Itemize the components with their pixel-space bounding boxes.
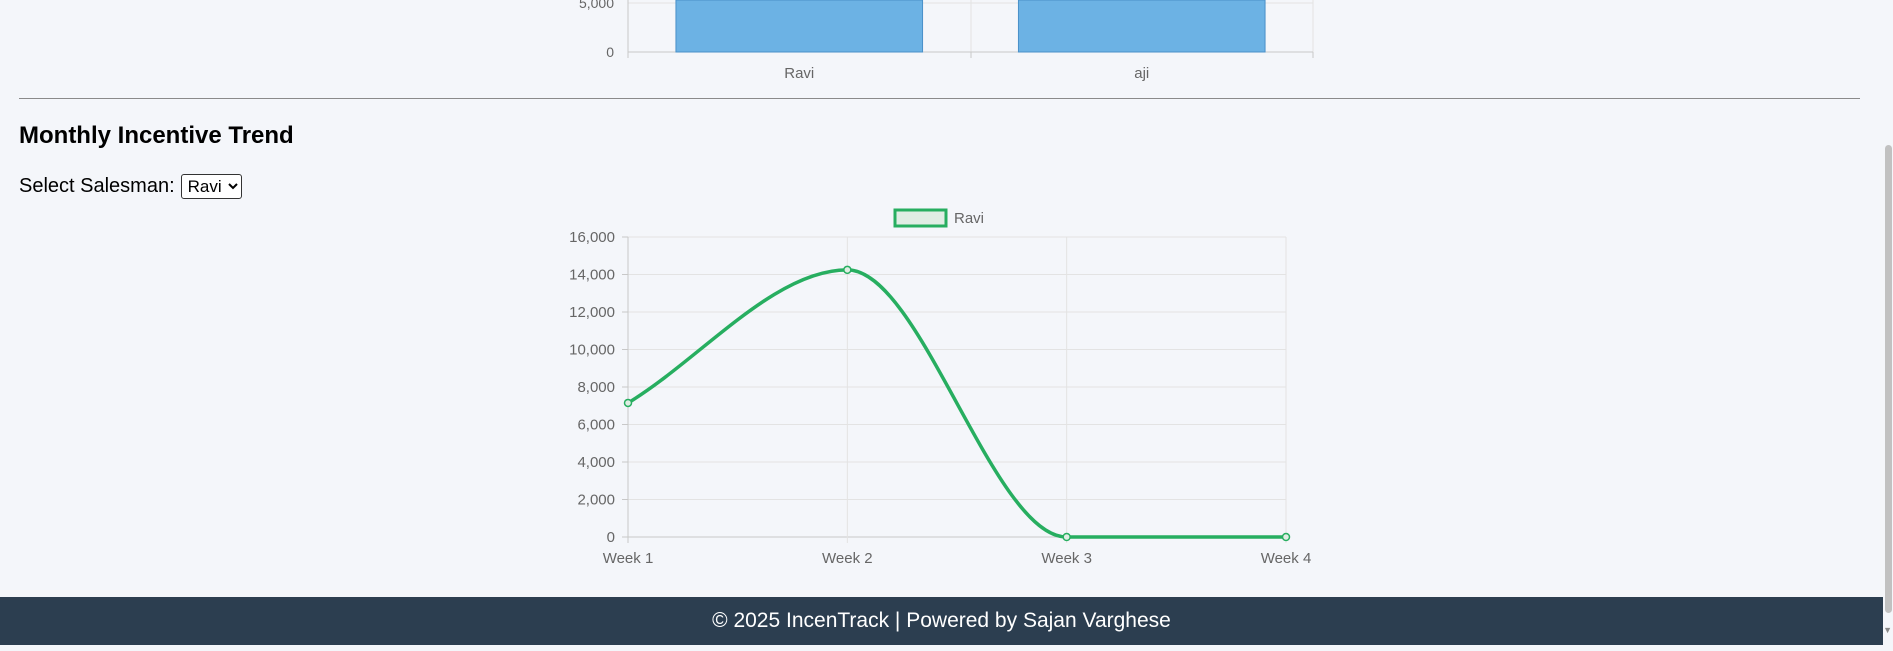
chart-legend: Ravi bbox=[893, 208, 984, 228]
x-tick-label: Week 1 bbox=[603, 550, 654, 567]
scrollbar-thumb[interactable] bbox=[1885, 145, 1892, 613]
data-point bbox=[1281, 532, 1291, 542]
select-salesman-label: Select Salesman: bbox=[19, 175, 175, 197]
data-point bbox=[843, 265, 852, 275]
x-tick-label: Week 4 bbox=[1261, 550, 1312, 567]
y-tick-label: 2,000 bbox=[577, 492, 615, 509]
x-tick-label: aji bbox=[1134, 65, 1149, 82]
y-tick-label: 12,000 bbox=[569, 304, 615, 321]
series-line-ravi bbox=[627, 268, 1286, 539]
bar-aji bbox=[1017, 0, 1266, 53]
x-tick-label: Ravi bbox=[784, 65, 814, 82]
section-divider bbox=[19, 98, 1860, 99]
section-title: Monthly Incentive Trend bbox=[19, 122, 294, 149]
salesman-select[interactable]: Ravi bbox=[180, 173, 242, 199]
y-tick-label: 10,000 bbox=[569, 342, 615, 359]
x-tick-label: Week 2 bbox=[822, 550, 873, 567]
y-tick-label: 8,000 bbox=[577, 379, 615, 396]
page-scrollbar[interactable]: ▼ bbox=[1883, 0, 1893, 651]
y-tick-label: 5,000 bbox=[579, 0, 614, 11]
data-point bbox=[623, 398, 633, 408]
y-tick-label: 6,000 bbox=[577, 417, 615, 434]
salesman-bar-chart: 5,000 0 Ravi aji bbox=[579, 0, 1314, 82]
salesman-selector-row: Select Salesman: Ravi bbox=[19, 173, 242, 199]
footer: © 2025 IncenTrack | Powered by Sajan Var… bbox=[0, 597, 1883, 645]
y-tick-label: 14,000 bbox=[569, 267, 615, 284]
bar-ravi bbox=[675, 0, 924, 53]
x-tick-label: Week 3 bbox=[1041, 550, 1092, 567]
y-tick-label: 0 bbox=[607, 529, 615, 546]
legend-swatch bbox=[893, 208, 948, 228]
y-tick-label: 16,000 bbox=[569, 229, 615, 246]
data-point bbox=[1062, 532, 1071, 542]
y-tick-label: 0 bbox=[606, 44, 614, 60]
scroll-down-arrow-icon[interactable]: ▼ bbox=[1883, 625, 1892, 635]
legend-label: Ravi bbox=[954, 210, 984, 227]
monthly-incentive-line-chart: 0 2,000 4,000 6,000 8,000 10,000 12,000 14,000 1… bbox=[569, 208, 1312, 567]
y-tick-label: 4,000 bbox=[577, 454, 615, 471]
